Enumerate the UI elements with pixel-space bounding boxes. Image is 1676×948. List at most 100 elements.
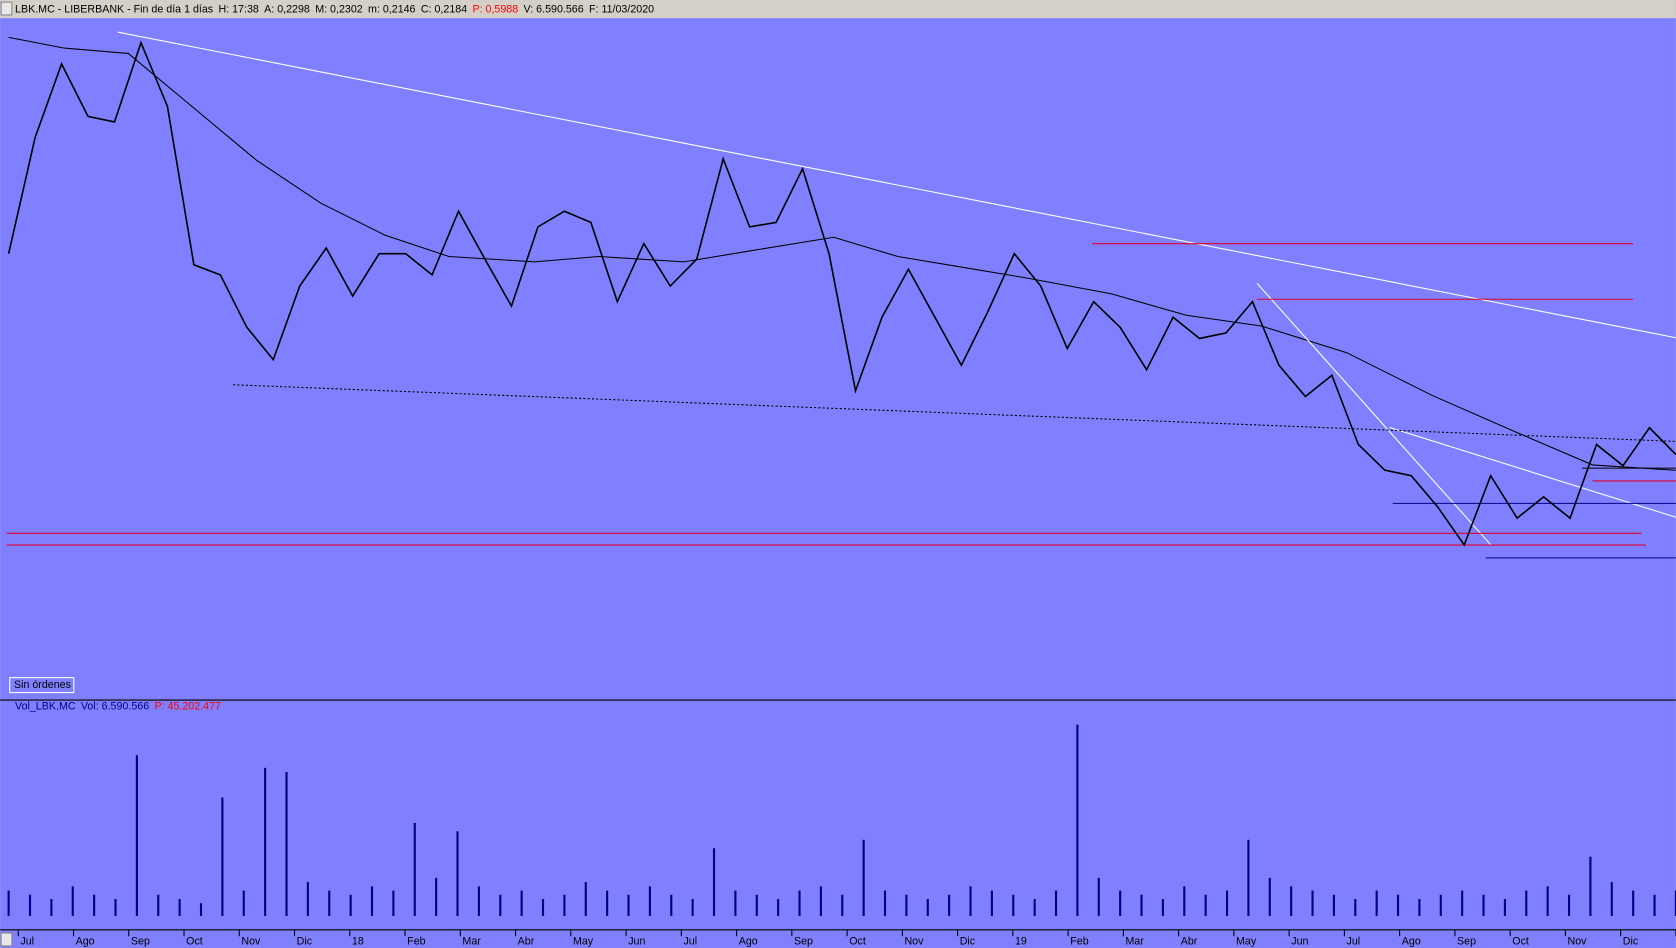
volume-bar — [1161, 899, 1164, 916]
volume-bar — [370, 886, 374, 916]
volume-bar — [1418, 899, 1421, 916]
menu-button[interactable] — [0, 1, 13, 16]
header-field: A: 0,2298 — [264, 3, 310, 15]
x-tick-label: 18 — [352, 935, 364, 947]
volume-bar — [413, 822, 416, 916]
x-tick-label: Feb — [1070, 935, 1088, 947]
volume-bar — [862, 839, 865, 916]
volume-bar — [1204, 894, 1207, 916]
trend-line — [117, 31, 1676, 339]
volume-bar — [221, 797, 224, 916]
volume-bar — [1012, 894, 1015, 916]
volume-bar — [1674, 890, 1676, 916]
x-tick-label: Dic — [960, 935, 976, 947]
volume-bar — [1119, 890, 1122, 916]
x-tick-label: Nov — [904, 935, 924, 947]
volume-bar — [1311, 890, 1314, 916]
x-tick-label: Oct — [1512, 935, 1529, 947]
volume-bar — [627, 894, 630, 916]
volume-bar — [1461, 890, 1464, 916]
x-tick-label: Abr — [1181, 935, 1198, 947]
volume-bar — [798, 890, 801, 916]
support-line — [233, 384, 1676, 442]
x-tick-label: Dic — [297, 935, 313, 947]
volume-field: P: 45.202.477 — [154, 700, 221, 712]
x-tick-label: Jul — [683, 935, 697, 947]
header-field: P: 0,5988 — [472, 3, 518, 15]
volume-bar — [563, 894, 566, 916]
volume-bar — [606, 890, 609, 916]
x-tick-label: Mar — [1125, 935, 1144, 947]
x-tick-label: Sep — [1457, 935, 1476, 947]
volume-bar — [905, 894, 908, 916]
x-tick-label: Ago — [76, 935, 95, 947]
volume-bar — [1033, 899, 1036, 916]
volume-bar — [1567, 894, 1571, 916]
volume-bar — [1589, 856, 1592, 916]
volume-bar — [28, 894, 32, 916]
volume-title: Vol_LBK.MC — [15, 700, 76, 712]
volume-bar — [328, 890, 331, 916]
volume-bar — [1482, 894, 1485, 916]
volume-bar — [306, 882, 309, 916]
x-tick-label: Ago — [1402, 935, 1421, 947]
volume-header: Vol_LBK.MC Vol: 6.590.566 P: 45.202.477 — [15, 700, 221, 712]
x-tick-label: Jun — [1291, 935, 1308, 947]
x-tick-label: Jul — [1347, 935, 1361, 947]
volume-bar — [734, 890, 737, 916]
header-bar — [0, 0, 1676, 19]
volume-bar — [1503, 899, 1506, 916]
volume-field: Vol: 6.590.566 — [81, 700, 149, 712]
x-tick-label: Jun — [628, 935, 645, 947]
volume-bar — [1396, 894, 1400, 916]
volume-bar — [1076, 724, 1079, 916]
volume-bar — [1054, 890, 1058, 916]
scroll-button[interactable] — [0, 932, 13, 947]
volume-bar — [1525, 890, 1528, 916]
volume-bar — [648, 886, 651, 916]
volume-bar — [1268, 877, 1271, 916]
volume-bar — [349, 894, 352, 916]
x-tick-label: Nov — [1568, 935, 1588, 947]
volume-bar — [1140, 894, 1143, 916]
volume-bar — [819, 886, 822, 916]
x-tick-label: Oct — [849, 935, 866, 947]
volume-bar — [948, 894, 951, 916]
x-tick-label: Ago — [739, 935, 758, 947]
x-tick-label: May — [1236, 935, 1257, 947]
price-line — [7, 40, 1676, 547]
volume-bar — [285, 772, 288, 916]
volume-bar — [199, 903, 203, 916]
header-field: V: 6.590.566 — [524, 3, 584, 15]
volume-bar — [456, 831, 459, 916]
volume-bar — [264, 767, 267, 916]
header-field: F: 11/03/2020 — [589, 3, 654, 15]
moving-average — [8, 36, 1676, 471]
volume-bar — [1097, 877, 1100, 916]
volume-bar — [1546, 886, 1549, 916]
volume-bar — [499, 894, 502, 916]
x-tick-label: 19 — [1015, 935, 1027, 947]
volume-bar — [712, 848, 716, 916]
orders-button[interactable] — [9, 677, 75, 694]
trend-line — [1256, 282, 1492, 546]
volume-bar — [1653, 894, 1656, 916]
volume-bar — [1354, 899, 1357, 916]
volume-bar — [883, 890, 887, 916]
volume-bar — [990, 890, 993, 916]
x-tick-label: Jul — [20, 935, 34, 947]
volume-bar — [135, 755, 138, 916]
volume-bar — [1290, 886, 1293, 916]
volume-bar — [392, 890, 395, 916]
trend-line — [1389, 426, 1676, 518]
volume-bar — [435, 877, 438, 916]
volume-bar — [7, 890, 10, 916]
volume-bar — [520, 890, 523, 916]
volume-bar — [93, 894, 96, 916]
volume-bar — [50, 899, 53, 916]
technical-lines — [6, 31, 1676, 559]
volume-bar — [841, 894, 844, 916]
